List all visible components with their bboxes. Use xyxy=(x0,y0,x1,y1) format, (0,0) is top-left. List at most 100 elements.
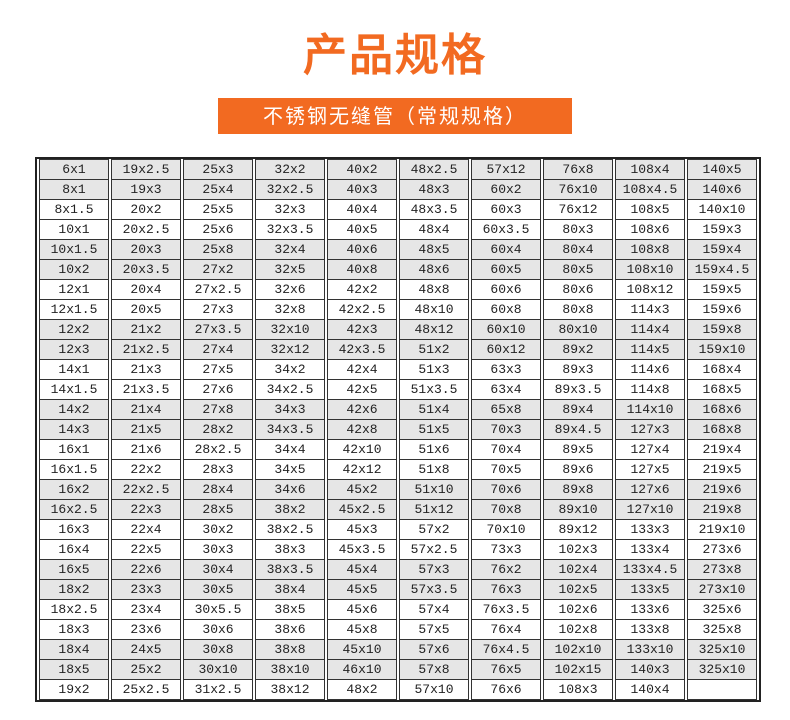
spec-cell: 102x10 xyxy=(543,640,613,660)
spec-cell: 18x2 xyxy=(39,580,109,600)
spec-cell: 48x3.5 xyxy=(399,200,469,220)
page-title: 产品规格 xyxy=(303,30,487,81)
spec-cell: 219x8 xyxy=(687,500,757,520)
spec-cell: 21x4 xyxy=(111,400,181,420)
spec-cell: 219x4 xyxy=(687,440,757,460)
spec-cell: 159x6 xyxy=(687,300,757,320)
spec-cell: 40x8 xyxy=(327,260,397,280)
spec-cell: 42x2.5 xyxy=(327,300,397,320)
spec-cell: 10x2 xyxy=(39,260,109,280)
spec-cell: 20x2 xyxy=(111,200,181,220)
spec-cell: 38x2.5 xyxy=(255,520,325,540)
table-row: 16x3 22x4 30x2 38x2.5 45x3 57x2 70x10 89x12 133x… xyxy=(39,520,757,540)
spec-cell: 20x5 xyxy=(111,300,181,320)
spec-cell: 108x3 xyxy=(543,680,613,700)
spec-cell: 76x2 xyxy=(471,560,541,580)
spec-cell: 25x2 xyxy=(111,660,181,680)
spec-cell: 108x10 xyxy=(615,260,685,280)
table-row: 18x2.5 23x4 30x5.5 38x5 45x6 57x4 76x3.5 102x6 1… xyxy=(39,600,757,620)
spec-cell: 168x8 xyxy=(687,420,757,440)
table-row: 18x5 25x2 30x10 38x10 46x10 57x8 76x5 102x15 140… xyxy=(39,660,757,680)
spec-cell: 219x6 xyxy=(687,480,757,500)
spec-cell: 60x3.5 xyxy=(471,220,541,240)
spec-cell: 16x1.5 xyxy=(39,460,109,480)
spec-cell: 51x2 xyxy=(399,340,469,360)
spec-cell: 23x6 xyxy=(111,620,181,640)
spec-cell: 6x1 xyxy=(39,159,109,180)
spec-cell: 38x4 xyxy=(255,580,325,600)
spec-cell: 16x2 xyxy=(39,480,109,500)
spec-cell: 89x5 xyxy=(543,440,613,460)
spec-cell: 42x10 xyxy=(327,440,397,460)
spec-cell: 48x3 xyxy=(399,180,469,200)
spec-cell: 30x5 xyxy=(183,580,253,600)
spec-cell: 108x5 xyxy=(615,200,685,220)
spec-cell: 89x12 xyxy=(543,520,613,540)
spec-cell: 102x8 xyxy=(543,620,613,640)
spec-cell: 76x5 xyxy=(471,660,541,680)
spec-cell: 127x6 xyxy=(615,480,685,500)
spec-cell: 34x6 xyxy=(255,480,325,500)
spec-cell: 30x10 xyxy=(183,660,253,680)
table-row: 16x4 22x5 30x3 38x3 45x3.5 57x2.5 73x3 102x3 133… xyxy=(39,540,757,560)
spec-cell: 20x2.5 xyxy=(111,220,181,240)
spec-cell: 80x10 xyxy=(543,320,613,340)
spec-cell: 16x4 xyxy=(39,540,109,560)
spec-cell: 114x8 xyxy=(615,380,685,400)
spec-cell: 89x4 xyxy=(543,400,613,420)
spec-cell: 133x8 xyxy=(615,620,685,640)
spec-cell: 127x3 xyxy=(615,420,685,440)
spec-cell: 22x2.5 xyxy=(111,480,181,500)
spec-cell: 273x10 xyxy=(687,580,757,600)
spec-cell: 114x10 xyxy=(615,400,685,420)
spec-cell: 60x10 xyxy=(471,320,541,340)
spec-cell: 46x10 xyxy=(327,660,397,680)
spec-cell: 42x5 xyxy=(327,380,397,400)
spec-cell: 22x2 xyxy=(111,460,181,480)
spec-cell: 32x3 xyxy=(255,200,325,220)
spec-cell: 63x4 xyxy=(471,380,541,400)
spec-cell: 133x3 xyxy=(615,520,685,540)
spec-cell: 45x5 xyxy=(327,580,397,600)
table-row: 18x2 23x3 30x5 38x4 45x5 57x3.5 76x3 102x5 133x5… xyxy=(39,580,757,600)
spec-cell: 133x5 xyxy=(615,580,685,600)
spec-cell: 325x10 xyxy=(687,640,757,660)
spec-cell: 108x4.5 xyxy=(615,180,685,200)
spec-cell: 60x4 xyxy=(471,240,541,260)
spec-cell: 108x6 xyxy=(615,220,685,240)
spec-cell: 48x8 xyxy=(399,280,469,300)
spec-cell: 114x4 xyxy=(615,320,685,340)
spec-cell: 57x6 xyxy=(399,640,469,660)
spec-cell: 32x3.5 xyxy=(255,220,325,240)
spec-cell: 114x5 xyxy=(615,340,685,360)
spec-cell: 21x2 xyxy=(111,320,181,340)
spec-cell: 25x5 xyxy=(183,200,253,220)
spec-cell: 219x5 xyxy=(687,460,757,480)
spec-cell: 23x3 xyxy=(111,580,181,600)
spec-cell: 48x6 xyxy=(399,260,469,280)
table-row: 8x1.5 20x2 25x5 32x3 40x4 48x3.5 60x3 76x12 108x… xyxy=(39,200,757,220)
spec-cell: 102x5 xyxy=(543,580,613,600)
spec-cell: 19x2 xyxy=(39,680,109,700)
spec-cell: 42x3 xyxy=(327,320,397,340)
spec-cell: 127x4 xyxy=(615,440,685,460)
spec-cell: 45x10 xyxy=(327,640,397,660)
spec-cell: 73x3 xyxy=(471,540,541,560)
spec-cell: 159x10 xyxy=(687,340,757,360)
spec-cell: 19x3 xyxy=(111,180,181,200)
spec-cell: 16x1 xyxy=(39,440,109,460)
spec-cell: 76x8 xyxy=(543,159,613,180)
spec-cell: 114x6 xyxy=(615,360,685,380)
table-row: 10x1.5 20x3 25x8 32x4 40x6 48x5 60x4 80x4 108x8 1… xyxy=(39,240,757,260)
spec-cell: 42x4 xyxy=(327,360,397,380)
spec-cell: 14x3 xyxy=(39,420,109,440)
spec-cell: 80x8 xyxy=(543,300,613,320)
spec-cell: 140x6 xyxy=(687,180,757,200)
spec-cell: 25x3 xyxy=(183,159,253,180)
spec-cell: 40x2 xyxy=(327,159,397,180)
spec-cell: 25x4 xyxy=(183,180,253,200)
spec-cell: 70x5 xyxy=(471,460,541,480)
spec-cell: 21x6 xyxy=(111,440,181,460)
spec-cell: 325x6 xyxy=(687,600,757,620)
spec-cell: 34x2.5 xyxy=(255,380,325,400)
